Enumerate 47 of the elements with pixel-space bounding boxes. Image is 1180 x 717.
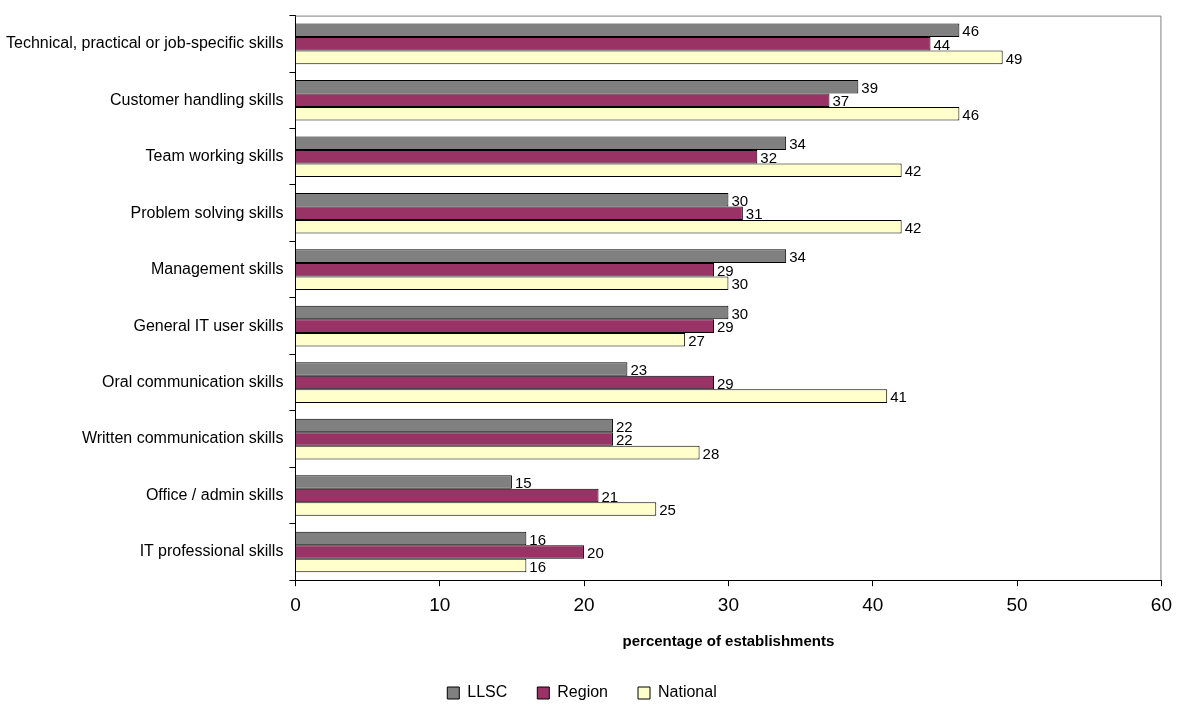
data-label: 32 — [760, 148, 777, 166]
y-tick-label: IT professional skills — [139, 542, 284, 560]
data-label: 29 — [717, 374, 734, 392]
y-tick-label: Written communication skills — [81, 429, 284, 447]
x-tick-label: 10 — [429, 593, 451, 615]
y-tick-label: Team working skills — [145, 147, 284, 165]
y-tick-label: Technical, practical or job-specific skills — [5, 34, 284, 52]
data-label: 21 — [601, 487, 619, 505]
y-tick-label: Problem solving skills — [130, 203, 284, 221]
legend-label: National — [658, 683, 717, 701]
data-label: 16 — [529, 530, 547, 548]
y-tick-label: Management skills — [150, 260, 284, 278]
y-tick-label: Customer handling skills — [110, 90, 284, 108]
y-tick-label: Office / admin skills — [145, 485, 284, 503]
data-label: 34 — [789, 248, 806, 266]
data-label: 39 — [861, 78, 879, 96]
x-tick-label: 30 — [717, 593, 739, 615]
data-label: 25 — [659, 501, 676, 519]
legend-label: Region — [557, 683, 609, 701]
data-label: 44 — [933, 35, 951, 53]
data-label: 16 — [529, 557, 547, 575]
data-label: 27 — [688, 331, 705, 349]
data-label: 23 — [630, 361, 648, 379]
data-label: 49 — [1005, 49, 1023, 67]
data-label: 46 — [962, 105, 980, 123]
data-label: 37 — [832, 92, 850, 110]
x-tick-label: 50 — [1006, 593, 1028, 615]
x-tick-label: 60 — [1150, 593, 1172, 615]
x-axis-title: percentage of establishments — [622, 632, 835, 650]
data-label: 41 — [890, 388, 907, 406]
data-label: 46 — [962, 22, 980, 40]
data-label: 34 — [789, 135, 806, 153]
data-label: 15 — [514, 474, 532, 492]
data-label: 20 — [587, 544, 604, 562]
data-label: 42 — [904, 162, 922, 180]
legend-label: LLSC — [467, 683, 508, 701]
y-tick-label: General IT user skills — [133, 316, 284, 334]
data-label: 29 — [717, 261, 734, 279]
data-label: 29 — [717, 318, 734, 336]
data-label: 42 — [904, 218, 922, 236]
data-label: 28 — [702, 444, 720, 462]
x-tick-label: 20 — [573, 593, 595, 615]
data-label: 30 — [731, 304, 749, 322]
x-tick-label: 0 — [290, 593, 301, 615]
y-tick-label: Oral communication skills — [102, 373, 284, 390]
data-label: 30 — [731, 275, 749, 293]
x-tick-label: 40 — [862, 593, 884, 615]
